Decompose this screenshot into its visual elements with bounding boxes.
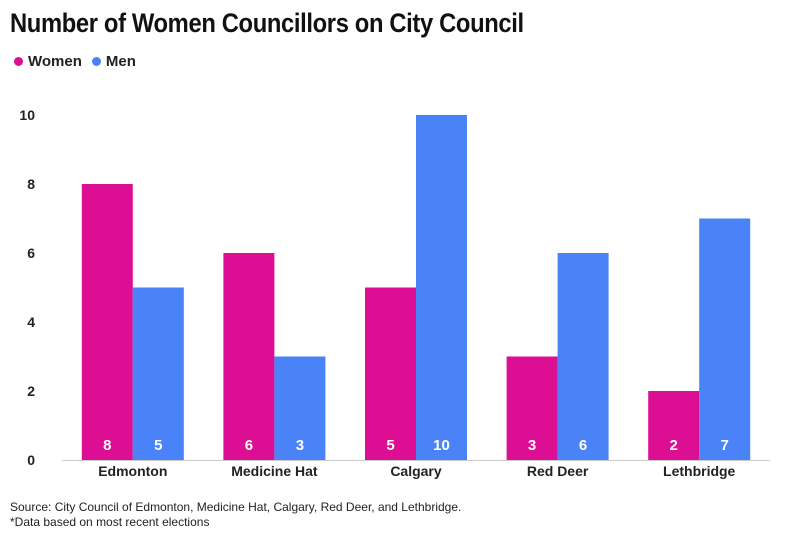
x-tick-label: Lethbridge (663, 463, 736, 479)
bar-men (132, 287, 184, 460)
y-tick-label: 10 (19, 107, 35, 123)
bar-women (648, 391, 700, 460)
legend-label-men: Men (105, 53, 136, 70)
x-tick-label: Calgary (390, 463, 442, 479)
bar-women (223, 253, 275, 460)
bar-men (557, 253, 609, 460)
data-label: 3 (528, 437, 536, 454)
y-tick-label: 8 (27, 176, 35, 192)
data-label: 3 (296, 437, 304, 454)
source-note: Source: City Council of Edmonton, Medici… (10, 500, 462, 514)
legend-item-women: Women (14, 53, 82, 70)
x-tick-label: Medicine Hat (231, 463, 318, 479)
data-label: 7 (721, 437, 729, 454)
legend-swatch-women (14, 57, 23, 66)
bar-women (81, 184, 133, 460)
legend-swatch-men (91, 57, 101, 66)
legend-label-women: Women (28, 53, 82, 70)
y-tick-label: 0 (27, 452, 35, 468)
bar-men (699, 218, 751, 460)
data-label: 2 (670, 437, 678, 454)
y-tick-label: 6 (27, 245, 35, 261)
bar-women (506, 356, 558, 460)
data-label: 5 (386, 437, 394, 454)
legend: Women Men (14, 53, 136, 70)
bar-women (365, 287, 416, 460)
x-tick-label: Edmonton (98, 463, 167, 479)
legend-item-men: Men (91, 53, 136, 70)
bar-chart: 0 2 4 6 8 10 8 5 Edmonton 6 3 Medicine Hat 5 10 Calgar… (19, 107, 770, 479)
x-tick-label: Red Deer (527, 463, 589, 479)
bar-men (416, 115, 467, 460)
data-label: 6 (579, 437, 587, 454)
data-label: 6 (245, 437, 253, 454)
data-label: 8 (103, 437, 111, 454)
footer: Source: City Council of Edmonton, Medici… (10, 500, 461, 530)
y-tick-label: 4 (27, 314, 35, 330)
data-label: 10 (433, 437, 450, 454)
y-tick-label: 2 (27, 383, 35, 399)
bar-men (274, 356, 326, 460)
data-note: *Data based on most recent elections (10, 515, 210, 529)
data-label: 5 (154, 437, 162, 454)
chart-title: Number of Women Councillors on City Coun… (10, 8, 524, 38)
